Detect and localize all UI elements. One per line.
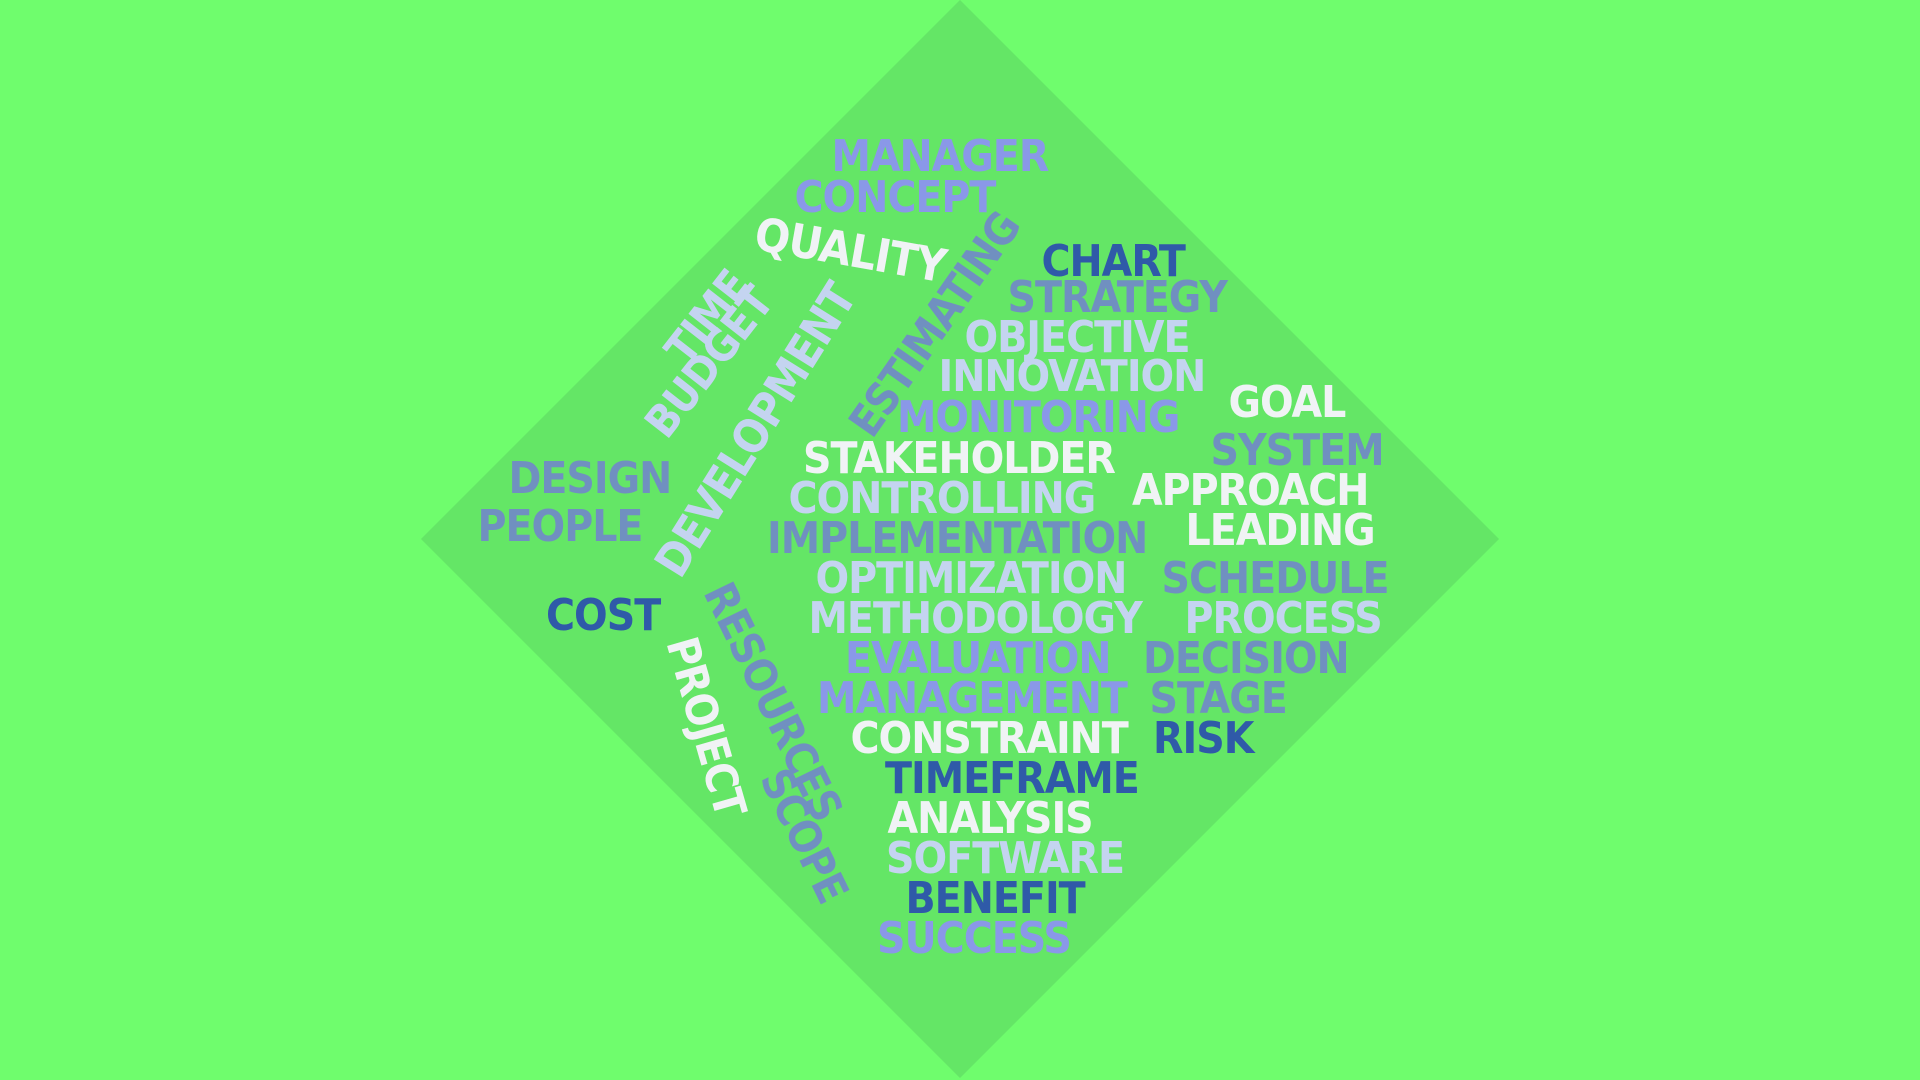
word-analysis: ANALYSIS <box>887 793 1094 844</box>
word-timeframe: TIMEFRAME <box>885 753 1140 804</box>
word-approach: APPROACH <box>1132 465 1369 516</box>
word-concept: CONCEPT <box>794 172 997 223</box>
word-software: SOFTWARE <box>886 833 1125 884</box>
word-controlling: CONTROLLING <box>788 473 1097 524</box>
word-decision: DECISION <box>1143 633 1350 684</box>
word-process: PROCESS <box>1184 593 1383 644</box>
word-strategy: STRATEGY <box>1007 272 1228 323</box>
word-constraint: CONSTRAINT <box>850 713 1129 764</box>
word-goal: GOAL <box>1228 377 1347 428</box>
word-optimization: OPTIMIZATION <box>815 553 1128 604</box>
word-cost: COST <box>546 590 661 641</box>
word-leading: LEADING <box>1185 505 1376 556</box>
word-stage: STAGE <box>1149 673 1288 724</box>
word-success: SUCCESS <box>877 913 1072 964</box>
word-innovation: INNOVATION <box>938 351 1207 402</box>
word-stakeholder: STAKEHOLDER <box>803 433 1116 484</box>
word-management: MANAGEMENT <box>817 673 1128 724</box>
word-risk: RISK <box>1153 713 1254 764</box>
word-methodology: METHODOLOGY <box>808 593 1143 644</box>
word-implementation: IMPLEMENTATION <box>767 513 1148 564</box>
word-schedule: SCHEDULE <box>1161 553 1390 604</box>
word-design: DESIGN <box>508 453 673 504</box>
word-system: SYSTEM <box>1210 425 1385 476</box>
word-people: PEOPLE <box>477 501 644 552</box>
diamond-shape <box>421 0 1499 1078</box>
word-monitoring: MONITORING <box>897 392 1180 443</box>
diamond-polygon <box>421 0 1499 1078</box>
word-manager: MANAGER <box>831 131 1050 182</box>
word-evaluation: EVALUATION <box>845 633 1111 684</box>
word-benefit: BENEFIT <box>905 873 1086 924</box>
word-objective: OBJECTIVE <box>964 312 1191 363</box>
word-chart: CHART <box>1041 236 1186 287</box>
